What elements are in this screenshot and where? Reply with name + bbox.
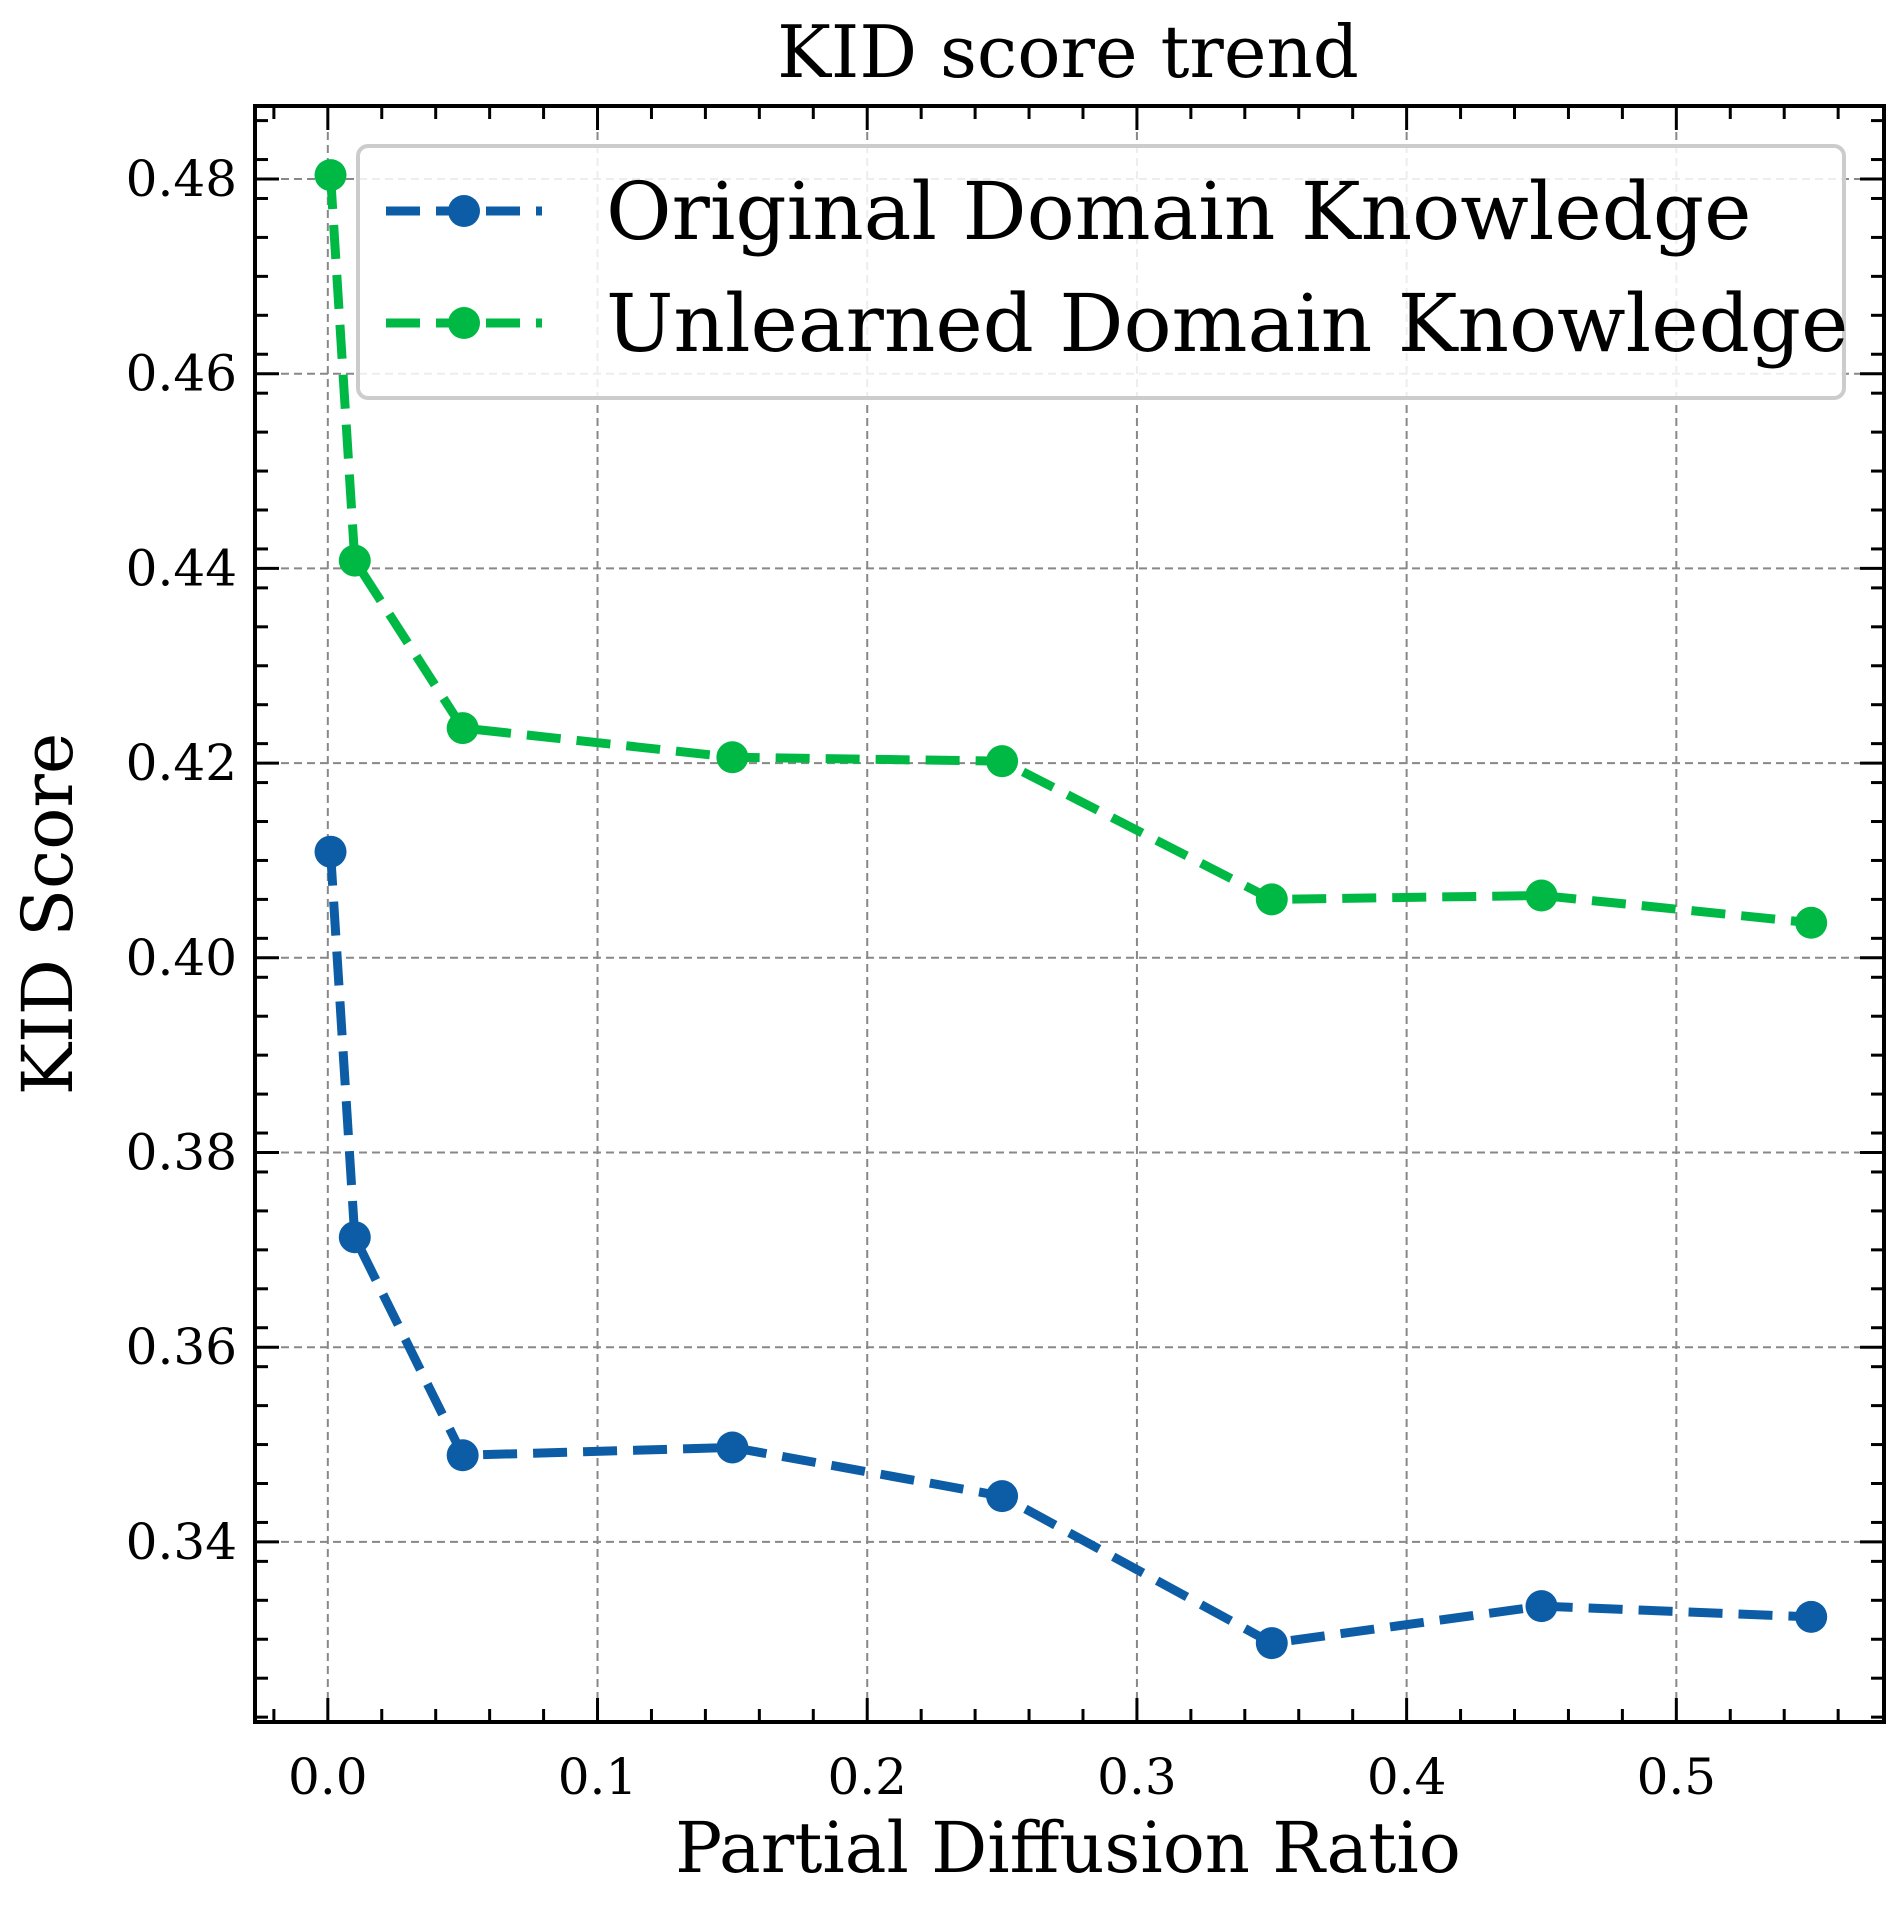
x-tick-label: 0.5 <box>1637 1748 1717 1806</box>
data-point <box>716 1431 749 1464</box>
legend-box <box>356 144 1846 400</box>
data-point <box>1255 1627 1288 1660</box>
data-point <box>1795 906 1828 939</box>
legend: Original Domain Knowledge Unlearned Domai… <box>356 144 1848 400</box>
data-point <box>338 1221 371 1254</box>
axis-ticks <box>255 106 1884 1722</box>
legend-marker <box>448 307 480 339</box>
data-point <box>716 741 749 774</box>
y-tick-label: 0.44 <box>126 539 237 597</box>
legend-marker <box>448 195 480 227</box>
data-point <box>446 712 479 745</box>
data-point <box>1525 879 1558 912</box>
data-point <box>986 745 1019 778</box>
data-point <box>986 1480 1019 1513</box>
x-tick-label: 0.1 <box>558 1748 638 1806</box>
y-tick-label: 0.46 <box>126 345 237 403</box>
series-original <box>314 835 1828 1660</box>
legend-label: Unlearned Domain Knowledge <box>606 277 1848 370</box>
x-tick-label: 0.0 <box>288 1748 368 1806</box>
series-line <box>326 851 1812 1648</box>
y-tick-label: 0.40 <box>126 929 237 987</box>
legend-entry: Original Domain Knowledge <box>386 165 1751 258</box>
data-point <box>1795 1600 1828 1633</box>
data-point <box>314 835 347 868</box>
plot-frame <box>253 104 1886 1724</box>
x-tick-label: 0.2 <box>827 1748 907 1806</box>
data-point <box>1255 883 1288 916</box>
y-tick-labels: 0.34 0.36 0.38 0.40 0.42 0.44 0.46 0.48 <box>126 150 237 1571</box>
data-point <box>314 159 347 192</box>
data-point <box>1525 1590 1558 1623</box>
y-tick-label: 0.38 <box>126 1124 237 1182</box>
y-tick-label: 0.34 <box>126 1513 237 1571</box>
data-point <box>338 544 371 577</box>
y-tick-label: 0.36 <box>126 1318 237 1376</box>
data-point <box>446 1439 479 1472</box>
series-line <box>326 174 1812 928</box>
x-tick-label: 0.4 <box>1367 1748 1447 1806</box>
series-layer <box>314 159 1828 1660</box>
y-axis-label: KID Score <box>7 733 89 1096</box>
x-axis-label: Partial Diffusion Ratio <box>675 1807 1461 1889</box>
series-unlearned <box>314 159 1828 939</box>
y-tick-label: 0.48 <box>126 150 237 208</box>
y-tick-label: 0.42 <box>126 734 237 792</box>
legend-entry: Unlearned Domain Knowledge <box>386 277 1848 370</box>
chart-title: KID score trend <box>777 10 1359 94</box>
x-tick-labels: 0.0 0.1 0.2 0.3 0.4 0.5 <box>288 1748 1716 1806</box>
x-tick-label: 0.3 <box>1097 1748 1177 1806</box>
legend-label: Original Domain Knowledge <box>606 165 1751 258</box>
